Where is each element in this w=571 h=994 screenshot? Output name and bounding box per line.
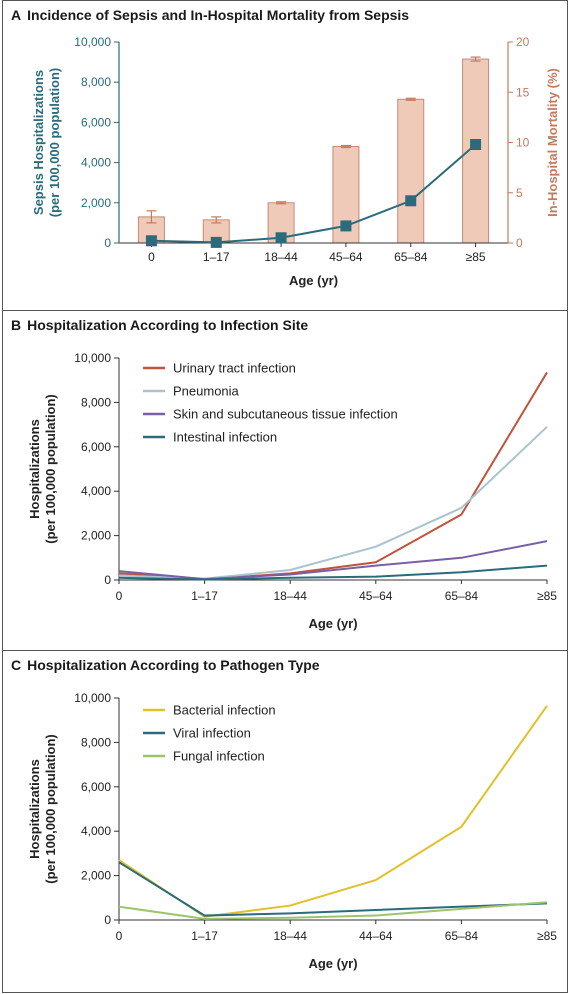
panel-a-chart: 0 2,000 4,000 6,000 8,000 10,000 0 5 10 15 20 0 1–17…: [31, 35, 560, 288]
b-y-axis-title-line2: (per 100,000 population): [43, 394, 58, 544]
c-x-tick-label-4: 65–84: [445, 929, 479, 943]
right-tick-label-3: 15: [516, 85, 530, 99]
x-tick-label-0: 0: [148, 250, 155, 264]
left-tick-label-5: 10,000: [74, 35, 111, 49]
c-x-tick-label-5: ≥85: [537, 929, 557, 943]
b-x-tick-label-3: 45–64: [359, 589, 393, 603]
panel-c-title-text: Hospitalization According to Pathogen Ty…: [27, 657, 320, 673]
hospitalization-point-1: [210, 236, 222, 248]
panel-b-title: B Hospitalization According to Infection …: [11, 317, 308, 333]
c-x-tick-label-1: 1–17: [191, 929, 218, 943]
b-y-tick-label-0: 0: [104, 573, 111, 587]
panel-c: C Hospitalization According to Pathogen T…: [2, 651, 568, 993]
panel-b: B Hospitalization According to Infection …: [2, 311, 568, 651]
b-x-axis-title: Age (yr): [308, 616, 357, 631]
x-tick-label-1: 1–17: [203, 250, 230, 264]
panel-a-letter: A: [11, 7, 22, 23]
b-y-tick-label-5: 10,000: [74, 351, 111, 365]
mortality-bar-5: [462, 58, 490, 244]
b-x-tick-label-4: 65–84: [445, 589, 479, 603]
c-y-axis-title-line2: (per 100,000 population): [43, 734, 58, 884]
c-y-tick-label-0: 0: [104, 913, 111, 927]
b-legend-label-0: Urinary tract infection: [173, 361, 296, 376]
b-x-tick-label-5: ≥85: [537, 589, 557, 603]
panel-c-title: C Hospitalization According to Pathogen T…: [11, 657, 320, 673]
left-tick-label-2: 4,000: [81, 156, 111, 170]
panel-a-title-text: Incidence of Sepsis and In-Hospital Mort…: [27, 7, 410, 23]
c-x-axis-title: Age (yr): [308, 956, 357, 971]
panel-b-title-text: Hospitalization According to Infection S…: [27, 317, 309, 333]
c-y-axis-title-line1: Hospitalizations: [27, 759, 42, 859]
b-series-line-2: [118, 540, 548, 581]
b-legend-label-1: Pneumonia: [173, 384, 240, 399]
panel-c-chart: 0 2,000 4,000 6,000 8,000 10,000 0 1–17 18–44 44–…: [27, 691, 557, 971]
c-y-tick-label-3: 6,000: [81, 780, 111, 794]
b-x-tick-label-1: 1–17: [191, 589, 218, 603]
b-y-tick-label-4: 8,000: [81, 395, 111, 409]
b-legend-label-2: Skin and subcutaneous tissue infection: [173, 407, 398, 422]
left-axis-title-line2: (per 100,000 population): [47, 68, 62, 218]
c-legend-label-0: Bacterial infection: [173, 703, 276, 718]
right-tick-label-4: 20: [516, 35, 530, 49]
mortality-errorbar-1: [211, 216, 222, 224]
b-x-tick-label-2: 18–44: [274, 589, 308, 603]
x-axis-title: Age (yr): [289, 273, 338, 288]
right-tick-label-2: 10: [516, 136, 530, 150]
right-tick-label-1: 5: [516, 186, 523, 200]
mortality-errorbar-0: [146, 210, 157, 224]
b-y-tick-label-3: 6,000: [81, 440, 111, 454]
left-tick-label-1: 2,000: [81, 196, 111, 210]
b-legend-label-3: Intestinal infection: [173, 430, 277, 445]
c-x-tick-label-0: 0: [116, 929, 123, 943]
x-tick-label-5: ≥85: [466, 250, 486, 264]
panel-b-chart: 0 2,000 4,000 6,000 8,000 10,000 0 1–17 18–44 45–…: [27, 351, 557, 631]
c-legend-label-1: Viral infection: [173, 726, 251, 741]
c-series-line-2: [118, 901, 548, 920]
b-y-axis-title-line1: Hospitalizations: [27, 419, 42, 519]
hospitalization-point-2: [275, 232, 287, 244]
c-series-line-1: [118, 861, 548, 917]
x-tick-label-2: 18–44: [264, 250, 298, 264]
c-y-tick-label-4: 8,000: [81, 735, 111, 749]
c-y-tick-label-5: 10,000: [74, 691, 111, 705]
x-tick-label-4: 65–84: [394, 250, 428, 264]
right-axis-title: In-Hospital Mortality (%): [545, 68, 560, 217]
left-tick-label-0: 0: [104, 236, 111, 250]
b-series-line-1: [118, 426, 548, 580]
left-tick-label-3: 6,000: [81, 115, 111, 129]
c-legend-label-2: Fungal infection: [173, 749, 265, 764]
hospitalization-point-4: [405, 195, 417, 207]
hospitalization-point-3: [340, 220, 352, 232]
c-y-tick-label-2: 4,000: [81, 824, 111, 838]
hospitalization-point-5: [470, 139, 482, 151]
left-tick-label-4: 8,000: [81, 75, 111, 89]
panel-c-letter: C: [11, 657, 22, 673]
c-x-tick-label-2: 18–44: [274, 929, 308, 943]
panel-a: A Incidence of Sepsis and In-Hospital Mor…: [2, 0, 568, 311]
right-tick-label-0: 0: [516, 236, 523, 250]
mortality-bar-4: [397, 98, 425, 244]
hospitalization-line: [151, 143, 477, 244]
b-series-line-0: [118, 371, 548, 581]
mortality-errorbar-2: [276, 201, 287, 205]
b-y-tick-label-1: 2,000: [81, 529, 111, 543]
panel-b-letter: B: [11, 317, 22, 333]
mortality-errorbar-5: [470, 56, 481, 62]
b-y-tick-label-2: 4,000: [81, 484, 111, 498]
x-tick-label-3: 45–64: [329, 250, 363, 264]
c-y-tick-label-1: 2,000: [81, 869, 111, 883]
mortality-errorbar-3: [340, 144, 351, 149]
panel-a-title: A Incidence of Sepsis and In-Hospital Mor…: [11, 7, 409, 23]
hospitalization-point-0: [145, 235, 157, 247]
c-x-tick-label-3: 44–64: [359, 929, 393, 943]
b-series-line-3: [118, 564, 548, 581]
mortality-errorbar-4: [405, 97, 416, 101]
left-axis-title-line1: Sepsis Hospitalizations: [31, 70, 46, 215]
b-x-tick-label-0: 0: [116, 589, 123, 603]
